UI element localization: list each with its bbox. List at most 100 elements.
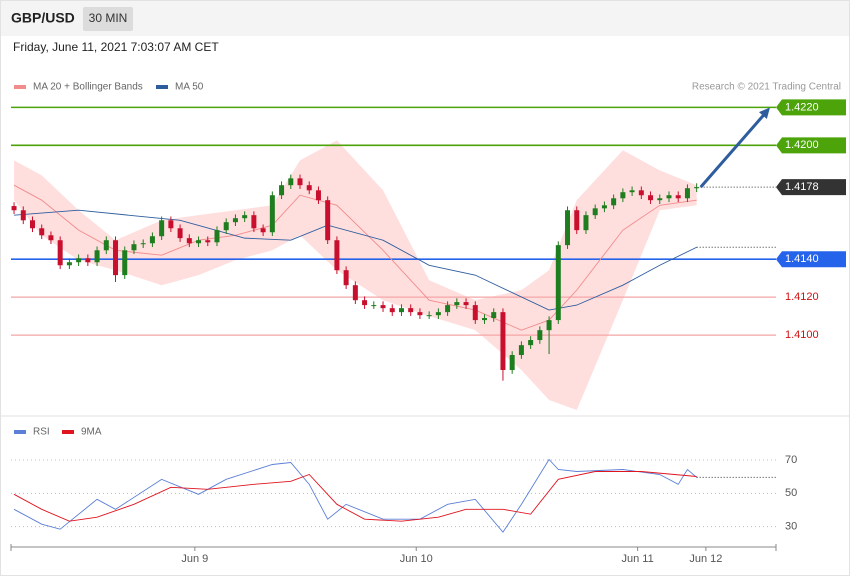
- candle-body: [620, 192, 626, 199]
- candle-body: [297, 178, 303, 186]
- y-tick-label: 70: [785, 454, 797, 466]
- legend-swatch: [14, 430, 26, 434]
- level-label: 1.4220: [785, 101, 819, 113]
- candle-body: [555, 245, 561, 321]
- level-label: 1.4100: [785, 329, 819, 341]
- candle-body: [177, 228, 183, 239]
- candle-body: [103, 240, 109, 251]
- candle-body: [343, 270, 349, 286]
- credit: Research © 2021 Trading Central: [692, 82, 841, 93]
- candle-body: [269, 195, 275, 233]
- candle-body: [306, 185, 312, 191]
- candle-body: [482, 318, 488, 321]
- candle-body: [417, 312, 423, 316]
- candle-body: [629, 190, 635, 193]
- interval-badge[interactable]: [83, 7, 133, 31]
- candle-body: [232, 218, 238, 223]
- header-bar: [1, 1, 849, 36]
- candle-body: [380, 305, 386, 309]
- x-tick-label: Jun 11: [622, 553, 654, 565]
- level-tag: [776, 137, 846, 154]
- candle-body: [113, 240, 119, 276]
- candle-body: [223, 222, 229, 231]
- candle-body: [122, 250, 128, 276]
- ma-line: [14, 209, 697, 311]
- indicator-line: [13, 471, 697, 522]
- candle-body: [398, 308, 404, 313]
- level-label: 1.4140: [785, 253, 819, 265]
- legend-label: MA 20 + Bollinger Bands: [33, 82, 143, 93]
- legend-label: MA 50: [175, 82, 204, 93]
- candle-body: [601, 205, 607, 209]
- candle-body: [500, 312, 506, 371]
- candle-body: [149, 236, 155, 244]
- candle-body: [657, 198, 663, 201]
- legend-label: 9MA: [81, 427, 102, 438]
- candle-body: [435, 312, 441, 316]
- interval[interactable]: 30 MIN: [89, 11, 128, 25]
- candle-body: [279, 185, 285, 196]
- candle-body: [20, 210, 26, 221]
- level-label: 1.4178: [785, 181, 819, 193]
- legend-swatch: [62, 430, 74, 434]
- candle-body: [196, 240, 202, 244]
- candle-body: [445, 305, 451, 313]
- candle-body: [288, 178, 294, 186]
- candle-body: [694, 187, 700, 189]
- candle-body: [131, 244, 137, 251]
- candle-body: [159, 220, 165, 237]
- candle-body: [352, 285, 358, 301]
- candle-body: [214, 230, 220, 243]
- price-panel: MA 20 + Bollinger Bands MA 50 1.4220 1.4200…: [11, 82, 846, 411]
- candle-body: [371, 305, 377, 307]
- candle-body: [140, 243, 146, 245]
- forecast-arrowhead: [758, 107, 770, 119]
- candle-body: [463, 302, 469, 306]
- candle-body: [260, 228, 266, 233]
- x-tick-label: Jun 10: [400, 553, 433, 565]
- candle-body: [611, 198, 617, 206]
- x-tick-label: Jun 12: [689, 553, 722, 565]
- level-label: 1.4200: [785, 139, 819, 151]
- legend-swatch: [14, 85, 26, 89]
- candle-body: [76, 258, 82, 263]
- candle-body: [537, 330, 543, 341]
- candle-body: [574, 210, 580, 231]
- forecast-arrow: [699, 111, 768, 189]
- level-tag: [776, 99, 846, 116]
- candle-body: [472, 305, 478, 321]
- candle-body: [509, 355, 515, 371]
- timestamp: Friday, June 11, 2021 7:03:07 AM CET: [13, 40, 219, 54]
- candle-body: [315, 190, 321, 201]
- level-label: 1.4120: [785, 291, 819, 303]
- legend-label: RSI: [33, 427, 50, 438]
- x-tick-label: Jun 9: [181, 553, 208, 565]
- candle-body: [325, 200, 331, 241]
- level-tag: [776, 179, 846, 196]
- candle-body: [242, 215, 248, 219]
- candle-body: [48, 235, 54, 241]
- candle-body: [66, 262, 72, 266]
- level-tag: [776, 251, 846, 268]
- candle-body: [565, 210, 571, 246]
- candle-body: [251, 215, 257, 229]
- candle-body: [11, 206, 17, 211]
- candle-body: [168, 220, 174, 229]
- candle-body: [334, 240, 340, 271]
- rsi-panel: RSI 9MA 30 50 70 Jun 9 Jun 10 Jun 11 Jun 12: [10, 427, 797, 565]
- candle-body: [85, 258, 91, 263]
- legend-swatch: [156, 85, 168, 89]
- candle-body: [684, 188, 690, 199]
- candle-body: [638, 190, 644, 196]
- candle-body: [675, 195, 681, 199]
- candle-body: [546, 320, 552, 331]
- candle-body: [362, 300, 368, 306]
- y-tick-label: 30: [785, 521, 797, 533]
- candle-body: [592, 208, 598, 216]
- indicator-line: [13, 458, 697, 533]
- candle-body: [583, 215, 589, 231]
- candle-body: [666, 195, 672, 199]
- y-tick-label: 50: [785, 487, 797, 499]
- bollinger-band: [14, 140, 697, 411]
